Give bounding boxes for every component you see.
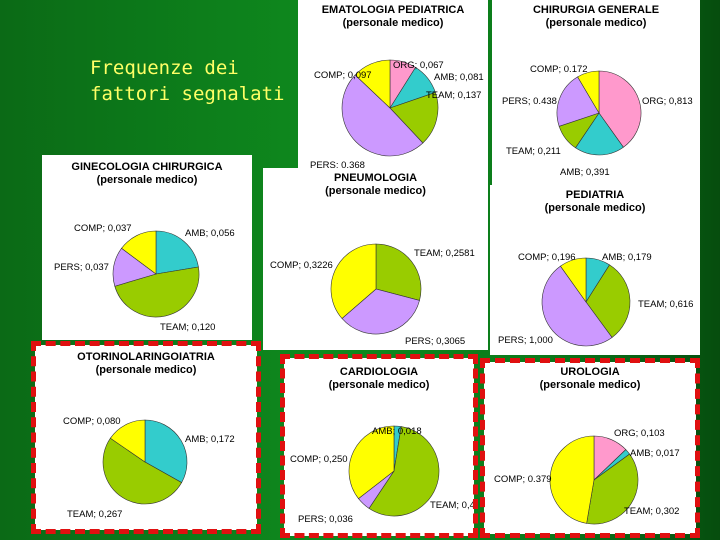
pie-slice-comp [560, 257, 587, 303]
pie-slice-comp [330, 243, 377, 319]
chart-subtitle: (personale medico) [545, 17, 647, 29]
data-label-comp: COMP; 0,080 [63, 416, 121, 427]
data-label-team: TEAM; 0,616 [638, 299, 693, 310]
data-label-org: ORG; 0,103 [614, 428, 665, 439]
chart-subtitle: (personale medico) [325, 185, 426, 197]
chart-urologia-panel: UROLOGIA (personale medico) ORG; 0,103 AMB;… [484, 362, 696, 534]
pie-slice-team [585, 264, 631, 338]
data-label-team: TEAM; 0,2581 [414, 248, 475, 259]
chart-title-main: CARDIOLOGIA [339, 366, 419, 378]
data-label-pers: PERS; 0,3065 [405, 336, 465, 347]
pie-slice-pers [341, 288, 420, 335]
chart-title-main: PEDIATRIA [565, 189, 625, 201]
data-label-comp: COMP; 0,037 [74, 223, 132, 234]
chart-title-main: UROLOGIA [560, 366, 620, 378]
pie-slice-comp [577, 70, 600, 115]
pie-slice-team [389, 92, 439, 144]
chart-cardiologia-panel: CARDIOLOGIA (personale medico) AMB; 0,018 T… [284, 358, 474, 536]
chart-otorino-panel: OTORINOLARINGOIATRIA (personale medico) AM… [35, 345, 257, 530]
data-label-amb: AMB; 0,179 [602, 252, 652, 263]
pie-slice-team [114, 266, 200, 318]
chart-ematologia-panel: EMATOLOGIA PEDIATRICA (personale medico) O… [298, 0, 488, 175]
pie-chart: AMB; 0,018 TEAM; 0,4 PERS; 0,036 COMP; 0,25… [290, 425, 474, 525]
pie-slice-amb [575, 112, 624, 156]
data-label-team: TEAM; 0,4 [430, 500, 474, 511]
chart-title: OTORINOLARINGOIATRIA (personale medico) [35, 351, 257, 377]
chart-title: EMATOLOGIA PEDIATRICA (personale medico) [298, 4, 488, 30]
data-label-pers: PERS; 0,037 [54, 262, 109, 273]
pie-slice-comp [354, 59, 391, 109]
data-label-team: TEAM; 0,267 [67, 509, 122, 520]
chart-title: UROLOGIA (personale medico) [484, 366, 696, 392]
pie-slice-pers [341, 74, 424, 157]
chart-title-main: PNEUMOLOGIA [333, 172, 418, 184]
chart-title-main: EMATOLOGIA PEDIATRICA [321, 4, 465, 16]
data-label-team: TEAM; 0,211 [506, 146, 561, 157]
pie-chart: AMB; 0,172 TEAM; 0,267 COMP; 0,080 [63, 416, 235, 520]
pie-slice-team [375, 243, 422, 301]
data-label-amb: AMB; 0,017 [630, 448, 680, 459]
pie-chart: TEAM; 0,2581 PERS; 0,3065 COMP; 0,3226 [270, 243, 475, 347]
pie-slice-team [102, 437, 183, 505]
chart-title-main: CHIRURGIA GENERALE [532, 4, 660, 16]
chart-title: PNEUMOLOGIA (personale medico) [263, 172, 488, 198]
chart-pediatria-panel: PEDIATRIA (personale medico) AMB; 0,179 TEA… [490, 185, 700, 355]
chart-title-main: OTORINOLARINGOIATRIA [77, 351, 215, 363]
data-label-comp: COMP; 0,250 [290, 454, 348, 465]
data-label-comp: COMP; 0,097 [314, 70, 372, 81]
data-label-pers: PERS; 1,000 [498, 335, 553, 346]
data-label-team: TEAM; 0,120 [160, 322, 215, 333]
data-label-amb: AMB; 0,056 [185, 228, 235, 239]
chart-title: GINECOLOGIA CHIRURGICA (personale medico) [42, 161, 252, 187]
data-label-pers: PERS; 0.438 [502, 96, 557, 107]
chart-subtitle: (personale medico) [96, 174, 198, 186]
data-label-pers: PERS; 0,036 [298, 514, 353, 525]
pie-slice-comp [348, 425, 395, 500]
pie-chart: AMB; 0,056 TEAM; 0,120 PERS; 0,037 COMP; 0,… [54, 223, 235, 333]
pie-chart: ORG; 0,103 AMB; 0,017 TEAM; 0,302 COMP; 0.3… [494, 428, 680, 525]
data-label-team: TEAM; 0,302 [624, 506, 679, 517]
pie-slice-org [598, 70, 642, 148]
chart-title: CHIRURGIA GENERALE (personale medico) [492, 4, 700, 30]
data-label-org: ORG; 0,067 [393, 60, 444, 71]
data-label-comp: COMP; 0,196 [518, 252, 576, 263]
data-label-pers: PERS; 0,368 [310, 160, 365, 171]
chart-subtitle: (personale medico) [95, 364, 197, 376]
data-label-comp: COMP; 0.172 [530, 64, 588, 75]
pie-slice-comp [121, 230, 157, 275]
data-label-amb: AMB; 0,391 [560, 167, 610, 178]
pie-slice-comp [549, 435, 595, 524]
chart-title: PEDIATRIA (personale medico) [490, 189, 700, 215]
chart-chirurgia-panel: CHIRURGIA GENERALE (personale medico) ORG;… [492, 0, 700, 190]
pie-chart: ORG; 0,813 AMB; 0,391 TEAM; 0,211 PERS; 0.4… [502, 64, 693, 178]
chart-subtitle: (personale medico) [544, 202, 646, 214]
data-label-amb: AMB; 0,081 [434, 72, 484, 83]
chart-ginecologia-panel: GINECOLOGIA CHIRURGICA (personale medico)… [42, 155, 252, 340]
chart-subtitle: (personale medico) [342, 17, 444, 29]
pie-chart: AMB; 0,179 TEAM; 0,616 PERS; 1,000 COMP; 0,… [498, 252, 693, 347]
data-label-comp: COMP; 0.379 [494, 474, 552, 485]
chart-title-main: GINECOLOGIA CHIRURGICA [71, 161, 223, 173]
pie-slice-amb [155, 230, 199, 275]
pie-slice-team [586, 453, 639, 525]
data-label-amb: AMB; 0,018 [372, 426, 422, 437]
data-label-comp: COMP; 0,3226 [270, 260, 333, 271]
data-label-team: TEAM; 0,137 [426, 90, 481, 101]
data-label-org: ORG; 0,813 [642, 96, 693, 107]
pie-slice-amb [144, 419, 188, 483]
pie-slice-pers [541, 265, 613, 347]
data-label-amb: AMB; 0,172 [185, 434, 235, 445]
chart-subtitle: (personale medico) [328, 379, 430, 391]
pie-slice-comp [109, 419, 146, 463]
pie-slice-pers [556, 76, 600, 127]
pie-slice-team [368, 426, 440, 517]
chart-pneumologia-panel: PNEUMOLOGIA (personale medico) TEAM; 0,258… [263, 168, 488, 350]
chart-subtitle: (personale medico) [539, 379, 641, 391]
chart-title: CARDIOLOGIA (personale medico) [284, 366, 474, 392]
slide-title: Frequenze dei fattori segnalati [90, 57, 285, 105]
